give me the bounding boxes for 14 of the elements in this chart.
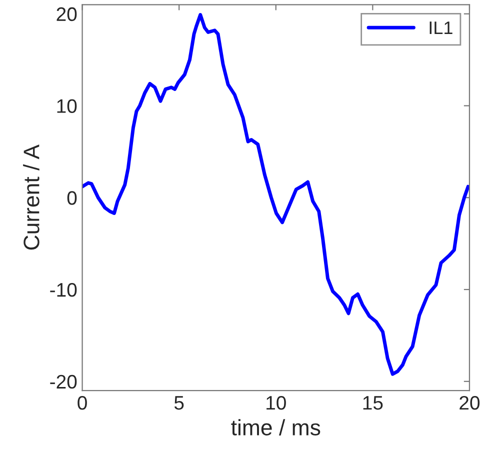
x-tick-label: 5 (174, 396, 184, 410)
y-tick-label: -10 (50, 282, 77, 297)
legend-label: IL1 (430, 22, 452, 34)
y-tick-label: -20 (50, 374, 77, 389)
line-series (82, 13, 470, 376)
x-tick-label: 0 (78, 396, 87, 410)
x-axis-title: time / ms (231, 419, 320, 436)
x-tick-label: 20 (460, 396, 480, 410)
y-tick-label: 10 (57, 99, 77, 113)
y-axis-title: Current / A (23, 144, 40, 250)
y-tick-label: 20 (56, 7, 77, 22)
x-tick-label: 15 (363, 396, 383, 410)
x-tick-label: 10 (266, 396, 286, 410)
y-tick-label: 0 (67, 191, 77, 205)
